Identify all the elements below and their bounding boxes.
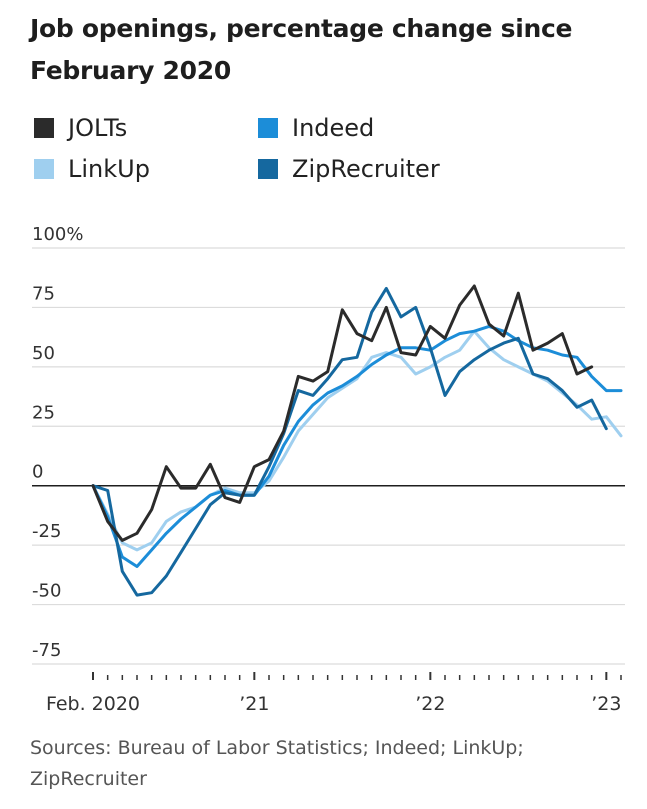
line-chart: 100% 75 50 25 0 -25 -50 -75 Feb. 2020 ’21 ’22 ’23 [32,224,625,715]
x-tick-label-1: ’21 [239,693,269,715]
legend-label-jolts: JOLTs [68,114,128,142]
y-tick-label--25: -25 [32,521,61,542]
y-tick-label-50: 50 [32,343,55,364]
legend-item-indeed: Indeed [258,114,374,142]
series-line-ziprecruiter [91,286,608,597]
x-tick-label-2: ’22 [415,693,445,715]
legend-label-indeed: Indeed [292,114,375,142]
x-tick-label-3: ’23 [591,693,621,715]
y-tick-label-0: 0 [32,462,43,483]
y-tick-label-100: 100% [32,224,83,245]
x-tick-label-0: Feb. 2020 [46,693,140,715]
series-line-jolts [91,284,594,542]
legend-label-ziprecruiter: ZipRecruiter [292,155,440,183]
legend-swatch-ziprecruiter [258,159,278,179]
legend: JOLTs Indeed LinkUp ZipRecruiter [34,114,634,194]
legend-item-linkup: LinkUp [34,155,150,183]
legend-item-ziprecruiter: ZipRecruiter [258,155,440,183]
source-note: Sources: Bureau of Labor Statistics; Ind… [30,737,524,790]
legend-swatch-linkup [34,159,54,179]
y-tick-label-75: 75 [32,283,55,304]
series-line-linkup [91,329,623,552]
legend-item-jolts: JOLTs [34,114,127,142]
chart-title: Job openings, percentage change since Fe… [30,14,573,85]
legend-swatch-jolts [34,118,54,138]
y-tick-label--75: -75 [32,640,61,661]
legend-swatch-indeed [258,118,278,138]
legend-label-linkup: LinkUp [68,155,150,183]
y-tick-label-25: 25 [32,402,55,423]
series-line-indeed [91,324,623,568]
y-tick-label--50: -50 [32,581,61,602]
